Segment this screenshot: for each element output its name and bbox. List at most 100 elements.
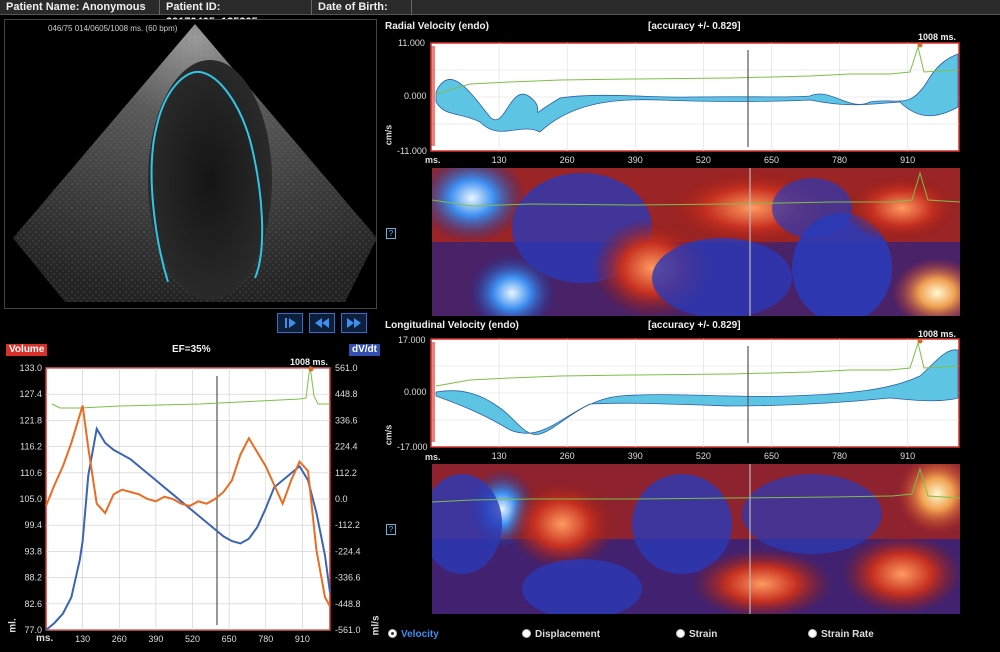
volume-x-tick: 650 — [222, 634, 237, 644]
radial-ymid: 0.000 — [404, 91, 427, 101]
rewind-icon — [315, 318, 329, 328]
radial-unit: cm/s — [383, 124, 394, 146]
mode-strain[interactable]: Strain — [676, 628, 717, 640]
volume-gridlines — [46, 367, 330, 631]
volume-left-tick: 105.0 — [19, 494, 42, 504]
volume-right-tick: -448.8 — [335, 599, 361, 609]
volume-right-tick: -336.6 — [335, 573, 361, 583]
long-x-tick: 130 — [492, 451, 507, 461]
volume-x-tick: 260 — [112, 634, 127, 644]
volume-chart[interactable]: 133.0 127.4 121.8 116.2 110.6 105.0 99.4 93.8 88… — [0, 360, 380, 652]
patient-name: Patient Name: Anonymous — [0, 0, 160, 15]
radio-displacement-icon[interactable] — [522, 629, 531, 638]
long-x-tick: 910 — [900, 451, 915, 461]
radial-colorbar — [431, 46, 435, 146]
radial-x-tick: 520 — [696, 155, 711, 165]
volume-x-tick: 520 — [185, 634, 200, 644]
mode-velocity[interactable]: Velocity — [388, 628, 439, 640]
long-unit: cm/s — [383, 424, 394, 446]
volume-left-tick: 110.6 — [20, 468, 42, 478]
radial-x-tick: 390 — [628, 155, 643, 165]
radial-velocity-heatmap[interactable] — [432, 168, 960, 316]
volume-right-tick: -112.2 — [335, 520, 360, 530]
volume-right-tick: 336.6 — [335, 415, 358, 425]
volume-right-tick: 561.0 — [335, 363, 358, 373]
play-button[interactable] — [277, 313, 303, 333]
long-heatmap-ecg — [432, 467, 960, 503]
long-velocity-curves — [435, 349, 959, 435]
radio-strain-rate-icon[interactable] — [808, 629, 817, 638]
volume-left-tick: 121.8 — [19, 415, 42, 425]
volume-right-ticks: 561.0 448.8 336.6 224.4 112.2 0.0 -112.2 -224.4… — [335, 363, 361, 635]
radial-x-ticks: 130 260 390 520 650 780 910 — [492, 155, 916, 165]
patient-header: Patient Name: Anonymous Patient ID: 2017… — [0, 0, 1000, 28]
ventricle-cavity — [148, 60, 272, 300]
long-x-tick: 650 — [764, 451, 779, 461]
volume-left-tick: 93.8 — [24, 546, 42, 556]
rewind-button[interactable] — [309, 313, 335, 333]
long-marker-label: 1008 ms. — [918, 329, 957, 339]
volume-left-unit: ml. — [7, 618, 19, 633]
dvdt-series-line — [45, 405, 331, 607]
volume-left-tick: 77.0 — [24, 625, 42, 635]
long-x-unit: ms. — [425, 452, 441, 462]
mode-strain-label: Strain — [689, 629, 718, 640]
radial-ymax: 11.000 — [398, 38, 425, 48]
play-icon — [285, 318, 296, 328]
volume-left-tick: 82.6 — [24, 599, 42, 609]
long-ymax: 17.000 — [398, 335, 426, 345]
fast-forward-icon — [347, 318, 361, 328]
volume-ecg-trace — [51, 365, 330, 409]
radio-strain-icon[interactable] — [676, 629, 685, 638]
radial-x-tick: 910 — [900, 155, 915, 165]
radial-x-tick: 130 — [492, 155, 507, 165]
radial-marker-label: 1008 ms. — [918, 32, 957, 42]
long-ymid: 0.000 — [404, 387, 427, 397]
radial-velocity-chart[interactable]: 130 260 390 520 650 780 910 — [430, 42, 962, 168]
dvdt-tag: dV/dt — [349, 344, 380, 356]
long-title: Longitudinal Velocity (endo) — [385, 320, 519, 331]
long-x-tick: 390 — [628, 451, 643, 461]
echo-image[interactable] — [5, 20, 377, 309]
volume-left-tick: 99.4 — [24, 520, 42, 530]
radial-ymin: -11.000 — [397, 146, 427, 156]
volume-marker-label: 1008 ms. — [290, 357, 329, 367]
fast-forward-button[interactable] — [341, 313, 367, 333]
radial-x-unit: ms. — [425, 155, 441, 165]
radial-expand-icon[interactable]: ? — [386, 228, 396, 239]
ef-label: EF=35% — [172, 344, 211, 355]
volume-left-tick: 116.2 — [20, 442, 42, 452]
endocardial-trace[interactable] — [150, 70, 264, 283]
long-expand-icon[interactable]: ? — [386, 524, 396, 535]
long-ecg-trace — [435, 341, 959, 387]
volume-x-unit: ms. — [36, 633, 54, 644]
radial-velocity-curves — [435, 53, 959, 133]
volume-marker-dot — [308, 366, 314, 372]
long-x-tick: 780 — [832, 451, 847, 461]
volume-x-tick: 390 — [148, 634, 163, 644]
long-accuracy: [accuracy +/- 0.829] — [648, 320, 741, 331]
volume-right-tick: 112.2 — [335, 468, 357, 478]
radial-heatmap-ecg — [432, 171, 960, 207]
mode-displacement-label: Displacement — [535, 629, 601, 640]
longitudinal-velocity-heatmap[interactable] — [432, 464, 960, 614]
patient-id: Patient ID: 20170405_135205 — [160, 0, 312, 28]
volume-right-tick: -224.4 — [335, 546, 361, 556]
volume-x-ticks: 130 260 390 520 650 780 910 — [75, 634, 310, 644]
echo-image-panel[interactable] — [4, 19, 377, 309]
volume-x-tick: 130 — [75, 634, 90, 644]
mode-displacement[interactable]: Displacement — [522, 628, 600, 640]
volume-left-ticks: 133.0 127.4 121.8 116.2 110.6 105.0 99.4 93.8 88… — [19, 363, 42, 635]
longitudinal-velocity-chart[interactable]: 130 260 390 520 650 780 910 — [430, 338, 962, 464]
mode-velocity-label: Velocity — [401, 629, 439, 640]
mode-strain-rate[interactable]: Strain Rate — [808, 628, 874, 640]
radio-velocity-icon[interactable] — [388, 629, 397, 638]
long-x-tick: 260 — [560, 451, 575, 461]
radial-title: Radial Velocity (endo) — [385, 21, 489, 32]
volume-left-tick: 127.4 — [19, 389, 42, 399]
volume-right-unit: ml/s — [370, 615, 382, 636]
volume-left-tick: 133.0 — [19, 363, 42, 373]
long-x-tick: 520 — [696, 451, 711, 461]
date-of-birth: Date of Birth: — [312, 0, 412, 15]
volume-x-tick: 780 — [258, 634, 273, 644]
